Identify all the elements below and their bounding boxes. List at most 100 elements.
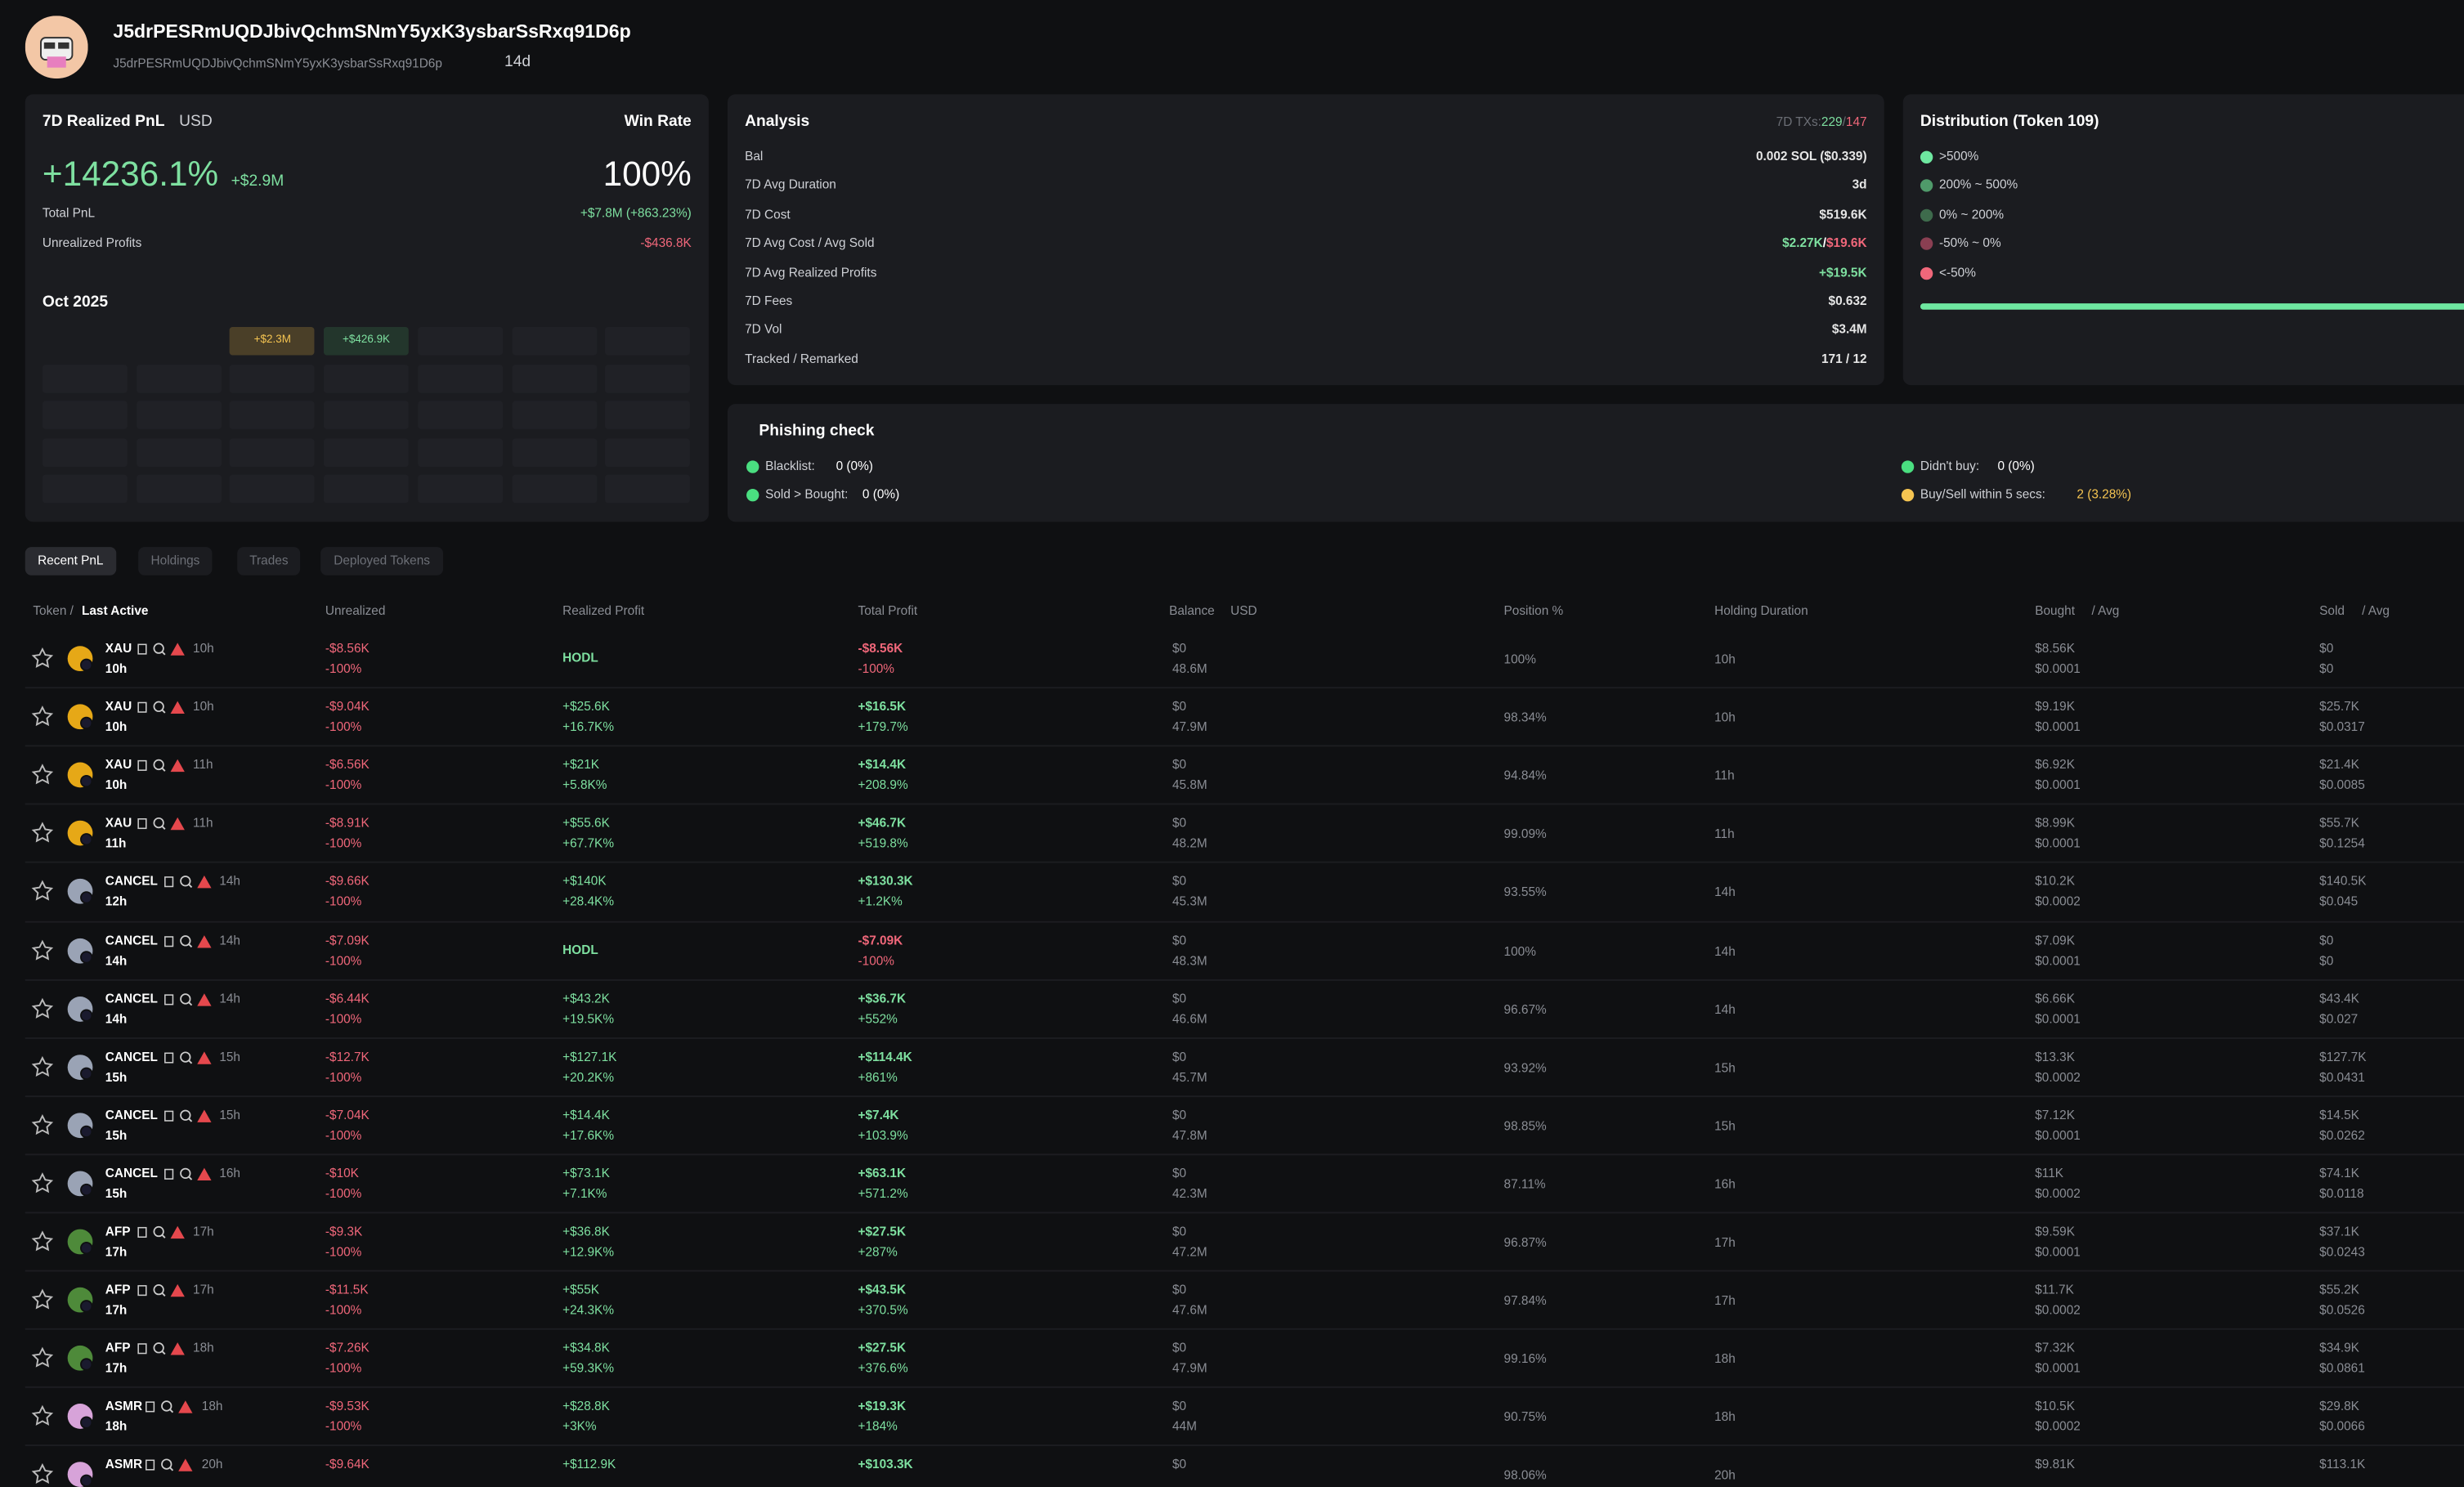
cell-unreal: -$9.3K (325, 1224, 363, 1239)
tab[interactable]: Deployed Tokens (320, 547, 443, 576)
token-actions[interactable] (163, 992, 216, 1007)
token-name[interactable]: CANCEL (105, 991, 158, 1006)
calendar-cell (42, 474, 128, 504)
token-name[interactable]: AFP (105, 1283, 131, 1297)
token-name[interactable]: CANCEL (105, 1049, 158, 1064)
tx-count: 7D TXs:229/147 (1776, 114, 1867, 128)
last-active: 17h (105, 1361, 128, 1376)
token-name[interactable]: CANCEL (105, 933, 158, 947)
phishing-label: Blacklist: (765, 459, 815, 473)
token-actions[interactable] (163, 933, 216, 948)
token-actions[interactable] (163, 1167, 216, 1182)
column-header[interactable]: Bought (2035, 603, 2075, 618)
analysis-label: 7D Avg Duration (745, 178, 836, 193)
row-divider (25, 1153, 2464, 1156)
token-name[interactable]: ASMR (105, 1458, 143, 1472)
row-divider (25, 1444, 2464, 1447)
calendar-cell (417, 474, 503, 504)
token-actions[interactable] (163, 875, 216, 890)
calendar-cell (511, 401, 597, 429)
cell-sold-avg: $0.0431 (2319, 1069, 2365, 1085)
row-divider (25, 687, 2464, 689)
token-name[interactable]: XAU (105, 758, 132, 773)
column-header[interactable]: USD (1230, 603, 1257, 618)
cell-balance: $0 (1172, 1399, 1187, 1414)
token-icons (31, 1287, 93, 1313)
column-header[interactable]: Holding Duration (1714, 603, 1808, 618)
cell-total: +$19.3K (858, 1399, 907, 1414)
token-name[interactable]: CANCEL (105, 1166, 158, 1180)
column-header[interactable]: Sold (2319, 603, 2345, 618)
row-divider (25, 920, 2464, 922)
token-name[interactable]: ASMR (105, 1399, 143, 1414)
cell-sold: $113.1K (2319, 1458, 2366, 1472)
tab[interactable]: Trades (236, 547, 301, 576)
token-actions[interactable] (137, 758, 190, 773)
distribution-dot (1920, 208, 1933, 222)
token-name[interactable]: XAU (105, 641, 132, 656)
token-actions[interactable] (137, 700, 190, 715)
row-divider (25, 1386, 2464, 1389)
token-age: 10h (193, 641, 214, 656)
column-header[interactable]: Unrealized (325, 603, 386, 618)
token-actions[interactable] (163, 1050, 216, 1065)
cell-unreal: -$7.09K (325, 933, 370, 947)
token-name[interactable]: CANCEL (105, 874, 158, 889)
cell-unreal-pct: -100% (325, 1303, 362, 1318)
phishing-label: Didn't buy: (1920, 459, 1980, 473)
analysis-value: $519.6K (1819, 207, 1867, 222)
column-header[interactable]: Realized Profit (562, 603, 645, 618)
cell-realized: +$25.6K (562, 699, 610, 714)
token-actions[interactable] (146, 1458, 199, 1473)
column-header[interactable]: Last Active (81, 603, 149, 618)
tab[interactable]: Holdings (138, 547, 213, 576)
cell-realized: +$34.8K (562, 1341, 610, 1355)
token-name[interactable]: AFP (105, 1341, 131, 1355)
cell-balance: $0 (1172, 1224, 1187, 1239)
token-actions[interactable] (137, 1225, 190, 1240)
column-header[interactable]: / Avg (2362, 603, 2390, 618)
cell-position: 100% (1503, 652, 1536, 667)
last-active: 14h (105, 1011, 128, 1026)
cell-unreal: -$8.56K (325, 641, 370, 656)
cell-realized: HODL (562, 942, 598, 957)
token-age: 20h (201, 1458, 223, 1472)
token-actions[interactable] (137, 1341, 190, 1357)
column-header[interactable]: Token / (33, 603, 74, 618)
tab[interactable]: Recent PnL (25, 547, 116, 576)
token-actions[interactable] (137, 817, 190, 832)
cell-amount: 48.6M (1172, 661, 1207, 676)
column-header[interactable]: / Avg (2091, 603, 2120, 618)
tx-part: / (1842, 114, 1846, 129)
cell-amount: 45.7M (1172, 1069, 1207, 1085)
column-header[interactable]: Position % (1503, 603, 1564, 618)
tx-part: 147 (1845, 114, 1867, 129)
analysis-card (727, 94, 1884, 386)
cell-total: +$130.3K (858, 874, 913, 889)
phishing-value: 0 (0%) (1997, 459, 2035, 473)
token-name[interactable]: AFP (105, 1224, 131, 1239)
cell-duration: 17h (1714, 1235, 1736, 1250)
token-name[interactable]: CANCEL (105, 1108, 158, 1122)
cell-amount: 45.8M (1172, 778, 1207, 793)
cell-realized-pct: +19.5K% (562, 1011, 615, 1026)
cell-total-pct: +1.2K% (858, 894, 903, 910)
calendar-cell (230, 364, 316, 392)
last-active: 15h (105, 1186, 128, 1201)
token-actions[interactable] (163, 1108, 216, 1123)
column-header[interactable]: Balance (1169, 603, 1215, 618)
distribution-title: Distribution (Token 109) (1920, 113, 2099, 131)
cell-unreal-pct: -100% (325, 1419, 362, 1435)
calendar-cell (324, 364, 409, 392)
token-name[interactable]: XAU (105, 699, 132, 714)
last-active: 15h (105, 1128, 128, 1143)
cell-bought: $11K (2035, 1166, 2064, 1180)
token-actions[interactable] (137, 642, 190, 657)
cell-bought: $13.3K (2035, 1049, 2075, 1064)
token-actions[interactable] (137, 1283, 190, 1298)
distribution-label: >500% (1938, 149, 1979, 163)
token-actions[interactable] (146, 1400, 199, 1415)
column-header[interactable]: Total Profit (858, 603, 918, 618)
token-name[interactable]: XAU (105, 816, 132, 831)
cell-duration: 11h (1714, 768, 1735, 783)
